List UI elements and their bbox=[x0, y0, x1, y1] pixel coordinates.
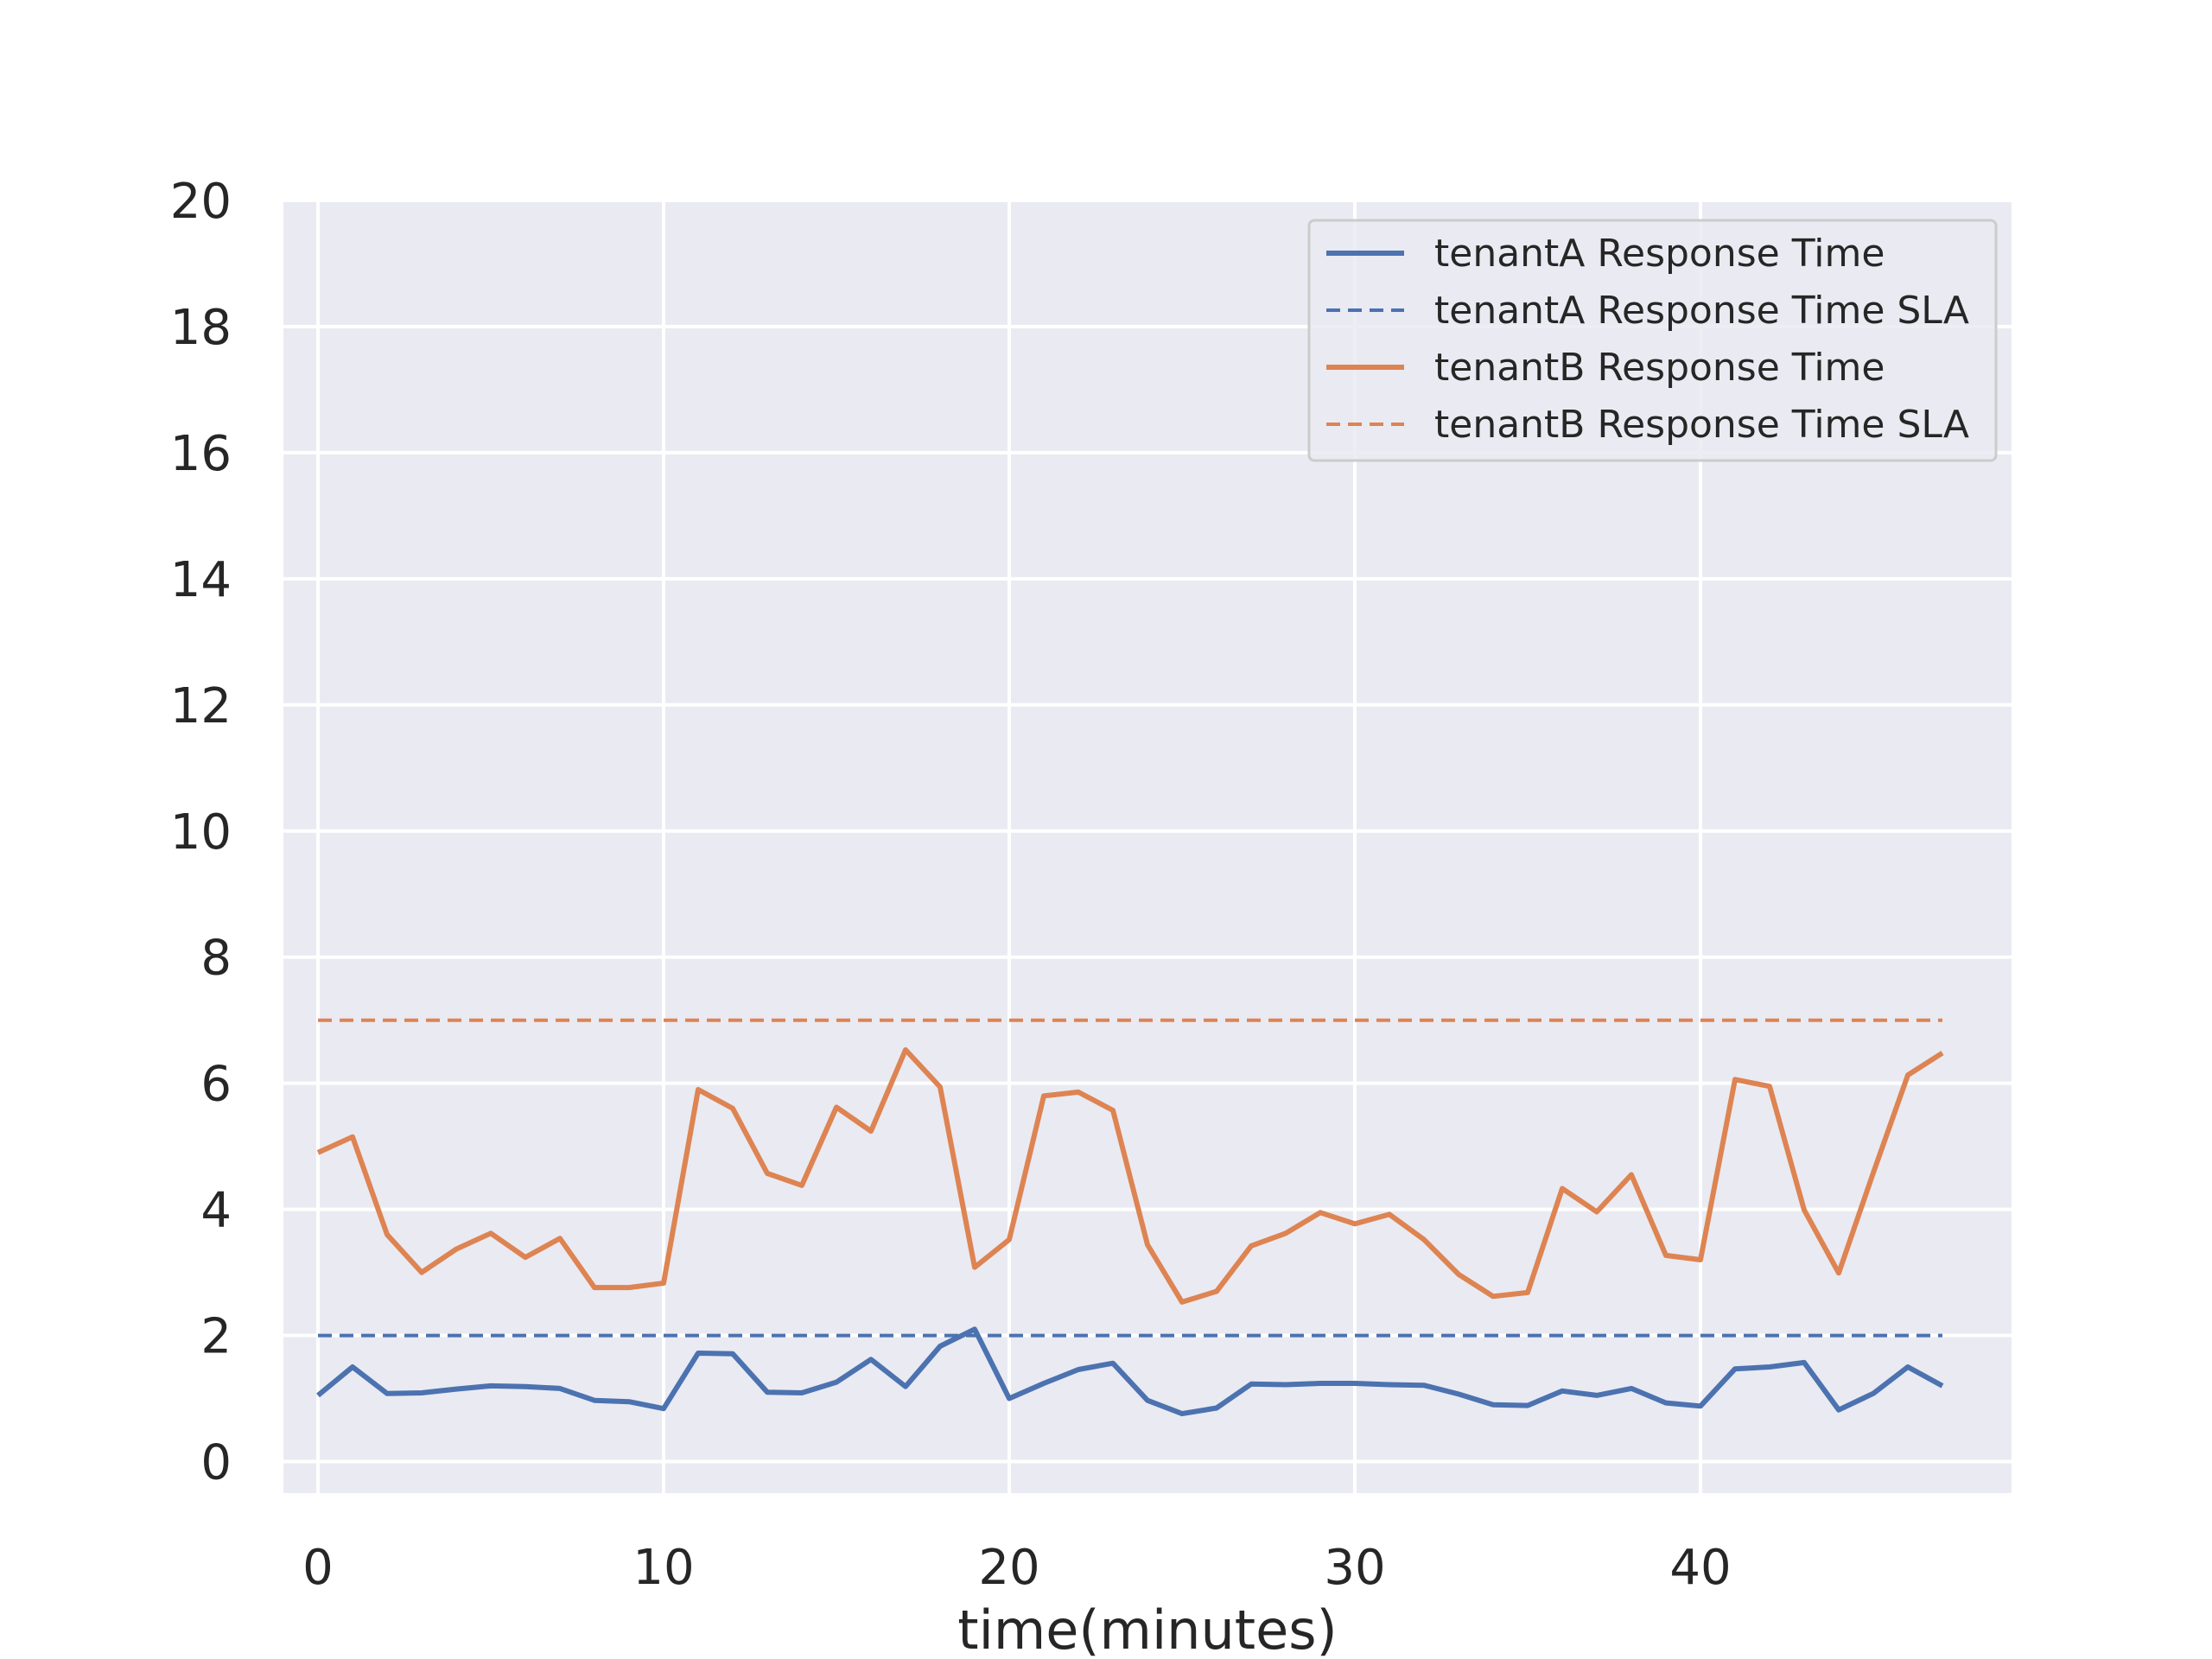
series-line-0 bbox=[316, 1326, 1944, 1417]
x-axis-ticks: 0 10 20 30 40 bbox=[302, 1540, 1731, 1596]
legend-box bbox=[1307, 219, 1998, 462]
y-tick-label-20: 20 bbox=[170, 174, 232, 230]
y-axis-ticks: 0 2 4 6 8 10 12 14 16 18 20 bbox=[170, 174, 232, 1491]
series-line-2 bbox=[316, 1047, 1944, 1305]
y-tick-label-8: 8 bbox=[200, 931, 232, 987]
x-tick-label-40: 40 bbox=[1669, 1540, 1731, 1596]
x-tick-label-10: 10 bbox=[632, 1540, 694, 1596]
legend-label-1: tenantA Response Time SLA bbox=[1434, 289, 1969, 333]
series-lines bbox=[316, 1018, 1944, 1417]
legend-label-3: tenantB Response Time SLA bbox=[1434, 403, 1969, 447]
y-tick-label-2: 2 bbox=[200, 1309, 232, 1365]
y-tick-label-14: 14 bbox=[170, 552, 232, 608]
y-tick-label-12: 12 bbox=[170, 678, 232, 734]
y-tick-label-18: 18 bbox=[170, 300, 232, 356]
x-tick-label-30: 30 bbox=[1324, 1540, 1385, 1596]
y-tick-label-16: 16 bbox=[170, 426, 232, 482]
y-tick-label-4: 4 bbox=[200, 1183, 232, 1239]
y-tick-label-10: 10 bbox=[170, 804, 232, 861]
x-tick-label-0: 0 bbox=[302, 1540, 334, 1596]
y-tick-label-0: 0 bbox=[200, 1435, 232, 1491]
legend-label-2: tenantB Response Time bbox=[1434, 346, 1885, 390]
x-tick-label-20: 20 bbox=[978, 1540, 1039, 1596]
x-axis-label: time(minutes) bbox=[957, 1599, 1337, 1659]
legend-label-0: tenantA Response Time bbox=[1434, 232, 1885, 276]
y-tick-label-6: 6 bbox=[200, 1057, 232, 1113]
legend: tenantA Response Time tenantA Response Ti… bbox=[1307, 219, 1998, 462]
